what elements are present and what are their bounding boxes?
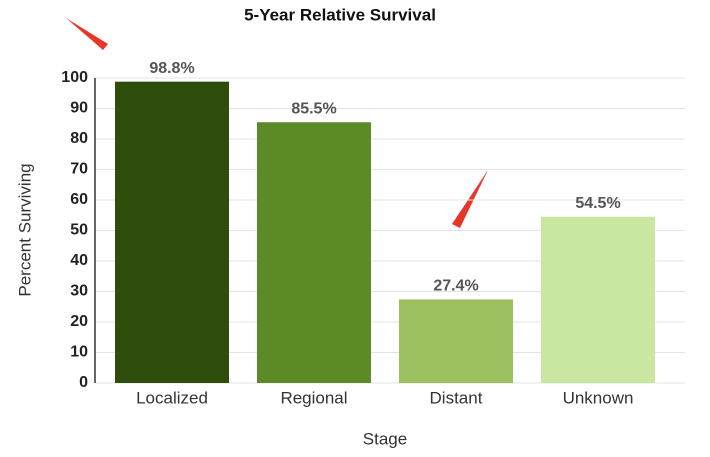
bar [399, 299, 513, 383]
arrow-annotation [452, 170, 488, 228]
value-label: 27.4% [433, 278, 478, 295]
y-tick-label: 50 [70, 222, 88, 239]
bar [115, 81, 229, 383]
y-tick-label: 100 [61, 69, 88, 86]
y-tick-label: 60 [70, 191, 88, 208]
y-tick-label: 20 [70, 313, 88, 330]
y-tick-label: 10 [70, 344, 88, 361]
x-tick-label: Regional [280, 388, 347, 407]
y-tick-label: 80 [70, 130, 88, 147]
y-tick-label: 70 [70, 161, 88, 178]
y-tick-label: 0 [79, 374, 88, 391]
chart-title: 5-Year Relative Survival [244, 5, 436, 24]
value-label: 54.5% [575, 195, 620, 212]
arrow-annotation [66, 18, 108, 50]
y-tick-label: 30 [70, 283, 88, 300]
bar [541, 216, 655, 383]
x-tick-label: Unknown [563, 388, 634, 407]
value-label: 85.5% [291, 100, 336, 117]
x-tick-label: Distant [430, 388, 483, 407]
y-axis-label: Percent Surviving [15, 163, 34, 296]
value-label: 98.8% [149, 60, 194, 77]
x-axis-label: Stage [363, 429, 407, 448]
y-tick-label: 90 [70, 100, 88, 117]
x-tick-label: Localized [136, 388, 208, 407]
y-tick-label: 40 [70, 252, 88, 269]
bar [257, 122, 371, 383]
